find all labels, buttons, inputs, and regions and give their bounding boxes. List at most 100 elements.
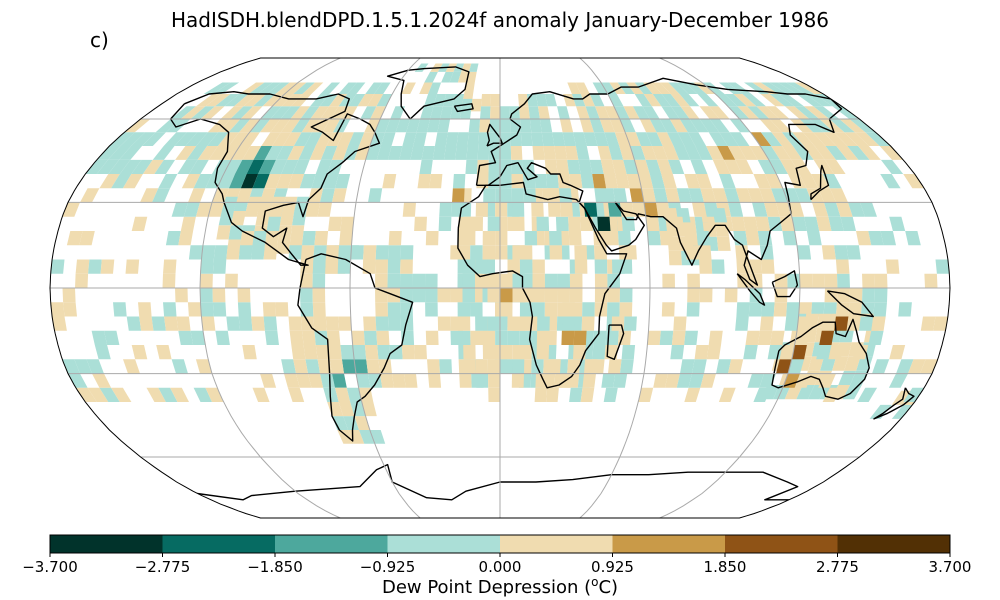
grid-cell <box>323 174 339 189</box>
grid-cell <box>62 288 76 303</box>
grid-cell <box>124 119 151 133</box>
colorbar-label: Dew Point Depression (oC) <box>0 575 1000 598</box>
grid-cell <box>694 345 709 360</box>
grid-cell <box>487 273 500 288</box>
grid-cell <box>569 288 583 303</box>
grid-cell <box>651 82 671 94</box>
grid-cell <box>835 259 850 274</box>
grid-cell <box>687 288 700 303</box>
grid-cell <box>488 387 500 402</box>
grid-cell <box>607 288 620 303</box>
grid-cell <box>821 245 836 260</box>
graticule <box>50 58 950 518</box>
grid-cell <box>511 373 524 388</box>
grid-cell <box>158 387 178 402</box>
grid-cell <box>589 159 604 174</box>
grid-cell <box>799 273 813 288</box>
grid-cell <box>699 288 713 303</box>
grid-cell <box>549 245 563 260</box>
grid-cell <box>728 202 744 217</box>
grid-cell <box>248 82 273 94</box>
grid-cell <box>364 345 379 360</box>
grid-cell <box>662 273 675 288</box>
grid-cell <box>123 359 140 374</box>
grid-cell <box>574 245 588 260</box>
grid-cell <box>641 188 656 203</box>
grid-cell <box>684 231 698 246</box>
grid-cell <box>869 404 892 419</box>
colorbar-tick-label: 0.000 <box>478 558 522 576</box>
grid-cell <box>813 132 837 146</box>
grid-cell <box>188 188 206 203</box>
colorbar-tick-label: 2.775 <box>816 558 859 576</box>
grid-cell <box>108 159 131 174</box>
grid-cell <box>699 119 720 133</box>
grid-cell <box>512 359 525 374</box>
grid-cell <box>822 387 842 402</box>
grid-cell <box>786 302 800 317</box>
grid-cell <box>592 82 608 94</box>
grid-cell <box>524 231 538 246</box>
grid-cell <box>425 302 438 317</box>
grid-cell <box>462 288 475 303</box>
grid-cell <box>122 174 143 189</box>
grid-cell <box>216 225 231 240</box>
grid-cell <box>243 94 267 107</box>
grid-cell <box>238 245 253 260</box>
grid-cell <box>699 106 720 119</box>
grid-cell <box>314 231 329 246</box>
grid-cell <box>791 345 807 360</box>
grid-cell <box>276 174 293 189</box>
grid-cell <box>935 259 950 274</box>
grid-cell <box>212 288 226 303</box>
grid-cell <box>593 330 607 345</box>
grid-cell <box>665 188 680 203</box>
grid-cell <box>437 316 451 331</box>
grid-cell <box>684 387 701 402</box>
grid-cell <box>649 174 665 189</box>
grid-cell <box>375 273 388 288</box>
grid-cell <box>749 146 769 160</box>
grid-cell <box>375 259 388 274</box>
grid-cell <box>718 82 743 94</box>
grid-cell <box>212 259 227 274</box>
grid-cell <box>252 174 270 189</box>
grid-cell <box>670 216 685 231</box>
grid-cell <box>260 188 277 203</box>
grid-cell <box>300 302 314 317</box>
grid-cell <box>340 345 355 360</box>
grid-cell <box>849 288 863 303</box>
grid-cell <box>680 359 695 374</box>
grid-cell <box>825 146 848 160</box>
grid-cell <box>933 316 948 331</box>
grid-cell <box>569 387 583 402</box>
grid-cell <box>557 273 570 288</box>
grid-cell <box>281 359 296 374</box>
grid-cell <box>500 288 513 303</box>
grid-cell <box>495 330 508 345</box>
grid-cell <box>585 106 600 119</box>
grid-cell <box>264 174 282 189</box>
colorbar-tick-label: 3.700 <box>928 558 972 576</box>
grid-cell <box>375 302 388 317</box>
grid-cell <box>495 245 508 260</box>
grid-cell <box>329 94 348 107</box>
grid-cell <box>635 132 652 146</box>
grid-cell <box>429 174 443 189</box>
grid-cell <box>670 94 690 107</box>
grid-cell <box>615 174 630 189</box>
grid-cell <box>440 106 453 119</box>
grid-cell <box>519 259 533 274</box>
grid-cell <box>428 82 442 94</box>
grid-cell <box>604 132 620 146</box>
grid-cell <box>880 174 901 189</box>
grid-cell <box>104 330 120 345</box>
grid-cell <box>727 146 747 160</box>
grid-cell <box>544 288 558 303</box>
grid-cell <box>784 106 810 119</box>
grid-cell <box>852 345 869 360</box>
grid-cell <box>708 330 723 345</box>
grid-cell <box>320 188 335 203</box>
grid-cell <box>634 94 652 107</box>
grid-cell <box>400 273 413 288</box>
